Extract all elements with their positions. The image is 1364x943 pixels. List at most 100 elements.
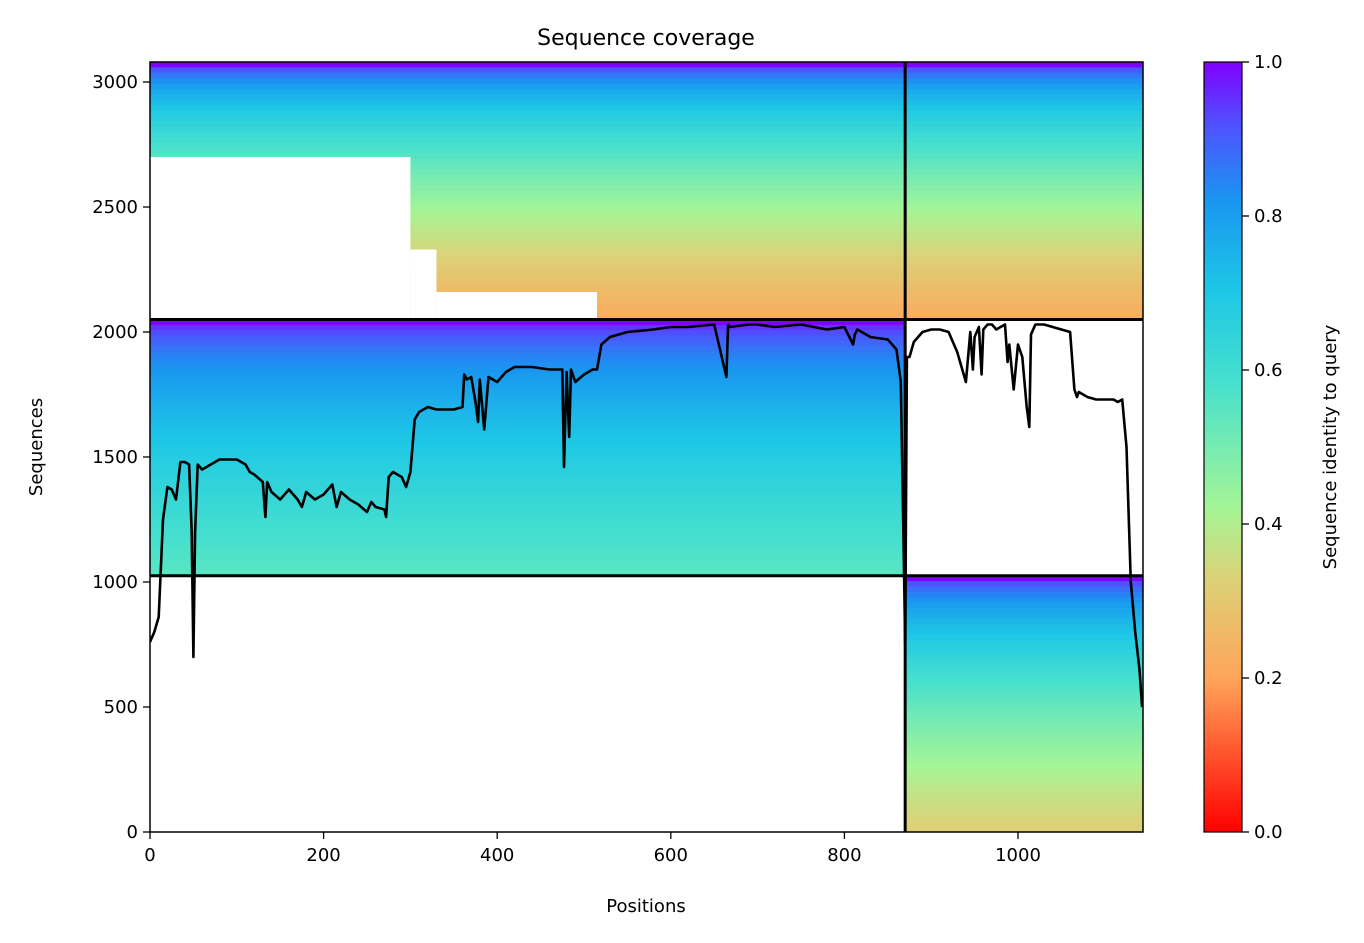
heatmap-row (905, 629, 1143, 636)
heatmap-row (905, 586, 1143, 593)
heatmap-row (150, 212, 906, 219)
colorbar-tick-label: 0.4 (1254, 514, 1283, 535)
heatmap-row (905, 698, 1143, 705)
heatmap-row (150, 543, 906, 550)
heatmap-row (905, 62, 1143, 68)
y-tick-label: 3000 (92, 72, 138, 93)
colorbar-tick-label: 0.2 (1254, 668, 1283, 689)
heatmap-row (150, 447, 906, 454)
colorbar (1203, 61, 1243, 833)
heatmap-row (150, 137, 906, 144)
colorbar-label: Sequence identity to query (1320, 324, 1341, 569)
heatmap-row (150, 340, 906, 347)
heatmap-row (150, 131, 906, 138)
heatmap-row (150, 356, 906, 363)
y-tick-label: 2500 (92, 197, 138, 218)
heatmap-row (905, 607, 1143, 614)
heatmap-row (905, 773, 1143, 780)
heatmap-row (150, 559, 906, 566)
heatmap-row (150, 362, 906, 369)
heatmap-row (150, 228, 906, 235)
heatmap-row (905, 147, 1143, 154)
heatmap-row (150, 335, 906, 342)
heatmap-row (905, 88, 1143, 95)
heatmap-row (150, 222, 906, 229)
heatmap-row (905, 762, 1143, 769)
heatmap-row (150, 404, 906, 411)
heatmap-row (150, 426, 906, 433)
heatmap-row (150, 319, 906, 326)
heatmap-row (905, 725, 1143, 732)
heatmap-row (905, 163, 1143, 170)
heatmap-row (150, 538, 906, 545)
chart-title: Sequence coverage (537, 26, 755, 51)
heatmap-row (905, 281, 1143, 288)
heatmap-row (150, 436, 906, 443)
heatmap-row (150, 62, 906, 68)
heatmap-row (905, 709, 1143, 716)
heatmap-row (905, 693, 1143, 700)
heatmap-row (905, 810, 1143, 817)
heatmap-row (150, 206, 906, 213)
heatmap-row (150, 126, 906, 133)
heatmap-row (905, 794, 1143, 801)
heatmap-row (150, 490, 906, 497)
coverage-line (150, 323, 1143, 708)
coverage-gap (436, 292, 598, 320)
heatmap-row (905, 623, 1143, 630)
heatmap-row (150, 511, 906, 518)
heatmap-row (150, 244, 906, 251)
heatmap-row (905, 314, 1143, 321)
heatmap-row (905, 308, 1143, 315)
heatmap-row (905, 677, 1143, 684)
heatmap-row (905, 201, 1143, 208)
heatmap-row (150, 78, 906, 85)
heatmap-row (905, 126, 1143, 133)
heatmap-row (150, 276, 906, 283)
heatmap-row (150, 506, 906, 513)
heatmap-row (905, 244, 1143, 251)
heatmap-row (150, 474, 906, 481)
heatmap-row (905, 746, 1143, 753)
heatmap-row (150, 287, 906, 294)
heatmap-row (150, 185, 906, 192)
heatmap-row (905, 650, 1143, 657)
heatmap-row (150, 415, 906, 422)
heatmap-row (150, 281, 906, 288)
coverage-gap (410, 249, 437, 320)
heatmap-row (905, 217, 1143, 224)
heatmap-row (905, 131, 1143, 138)
heatmap-row (150, 217, 906, 224)
heatmap-row (150, 99, 906, 106)
heatmap-row (905, 249, 1143, 256)
heatmap-row (905, 104, 1143, 111)
heatmap-row (905, 190, 1143, 197)
colorbar-tick-label: 0.8 (1254, 206, 1283, 227)
heatmap-row (905, 821, 1143, 828)
heatmap-row (150, 570, 906, 577)
heatmap-row (905, 655, 1143, 662)
heatmap-row (150, 239, 906, 245)
heatmap-row (905, 180, 1143, 186)
heatmap-row (905, 645, 1143, 652)
heatmap-row (150, 330, 906, 337)
heatmap-row (905, 271, 1143, 278)
heatmap-row (905, 597, 1143, 604)
heatmap-row (150, 522, 906, 529)
heatmap-row (150, 201, 906, 208)
heatmap-row (905, 233, 1143, 240)
heatmap-row (150, 72, 906, 79)
heatmap-row (905, 661, 1143, 668)
heatmap-row (150, 501, 906, 507)
heatmap-row (150, 420, 906, 427)
heatmap-row (905, 142, 1143, 149)
heatmap-row (150, 442, 906, 449)
heatmap-row (150, 431, 906, 438)
heatmap-row (905, 634, 1143, 641)
heatmap-row (150, 180, 906, 186)
heatmap-row (150, 554, 906, 561)
heatmap-row (905, 174, 1143, 181)
heatmap-row (150, 388, 906, 395)
heatmap-row (905, 78, 1143, 85)
